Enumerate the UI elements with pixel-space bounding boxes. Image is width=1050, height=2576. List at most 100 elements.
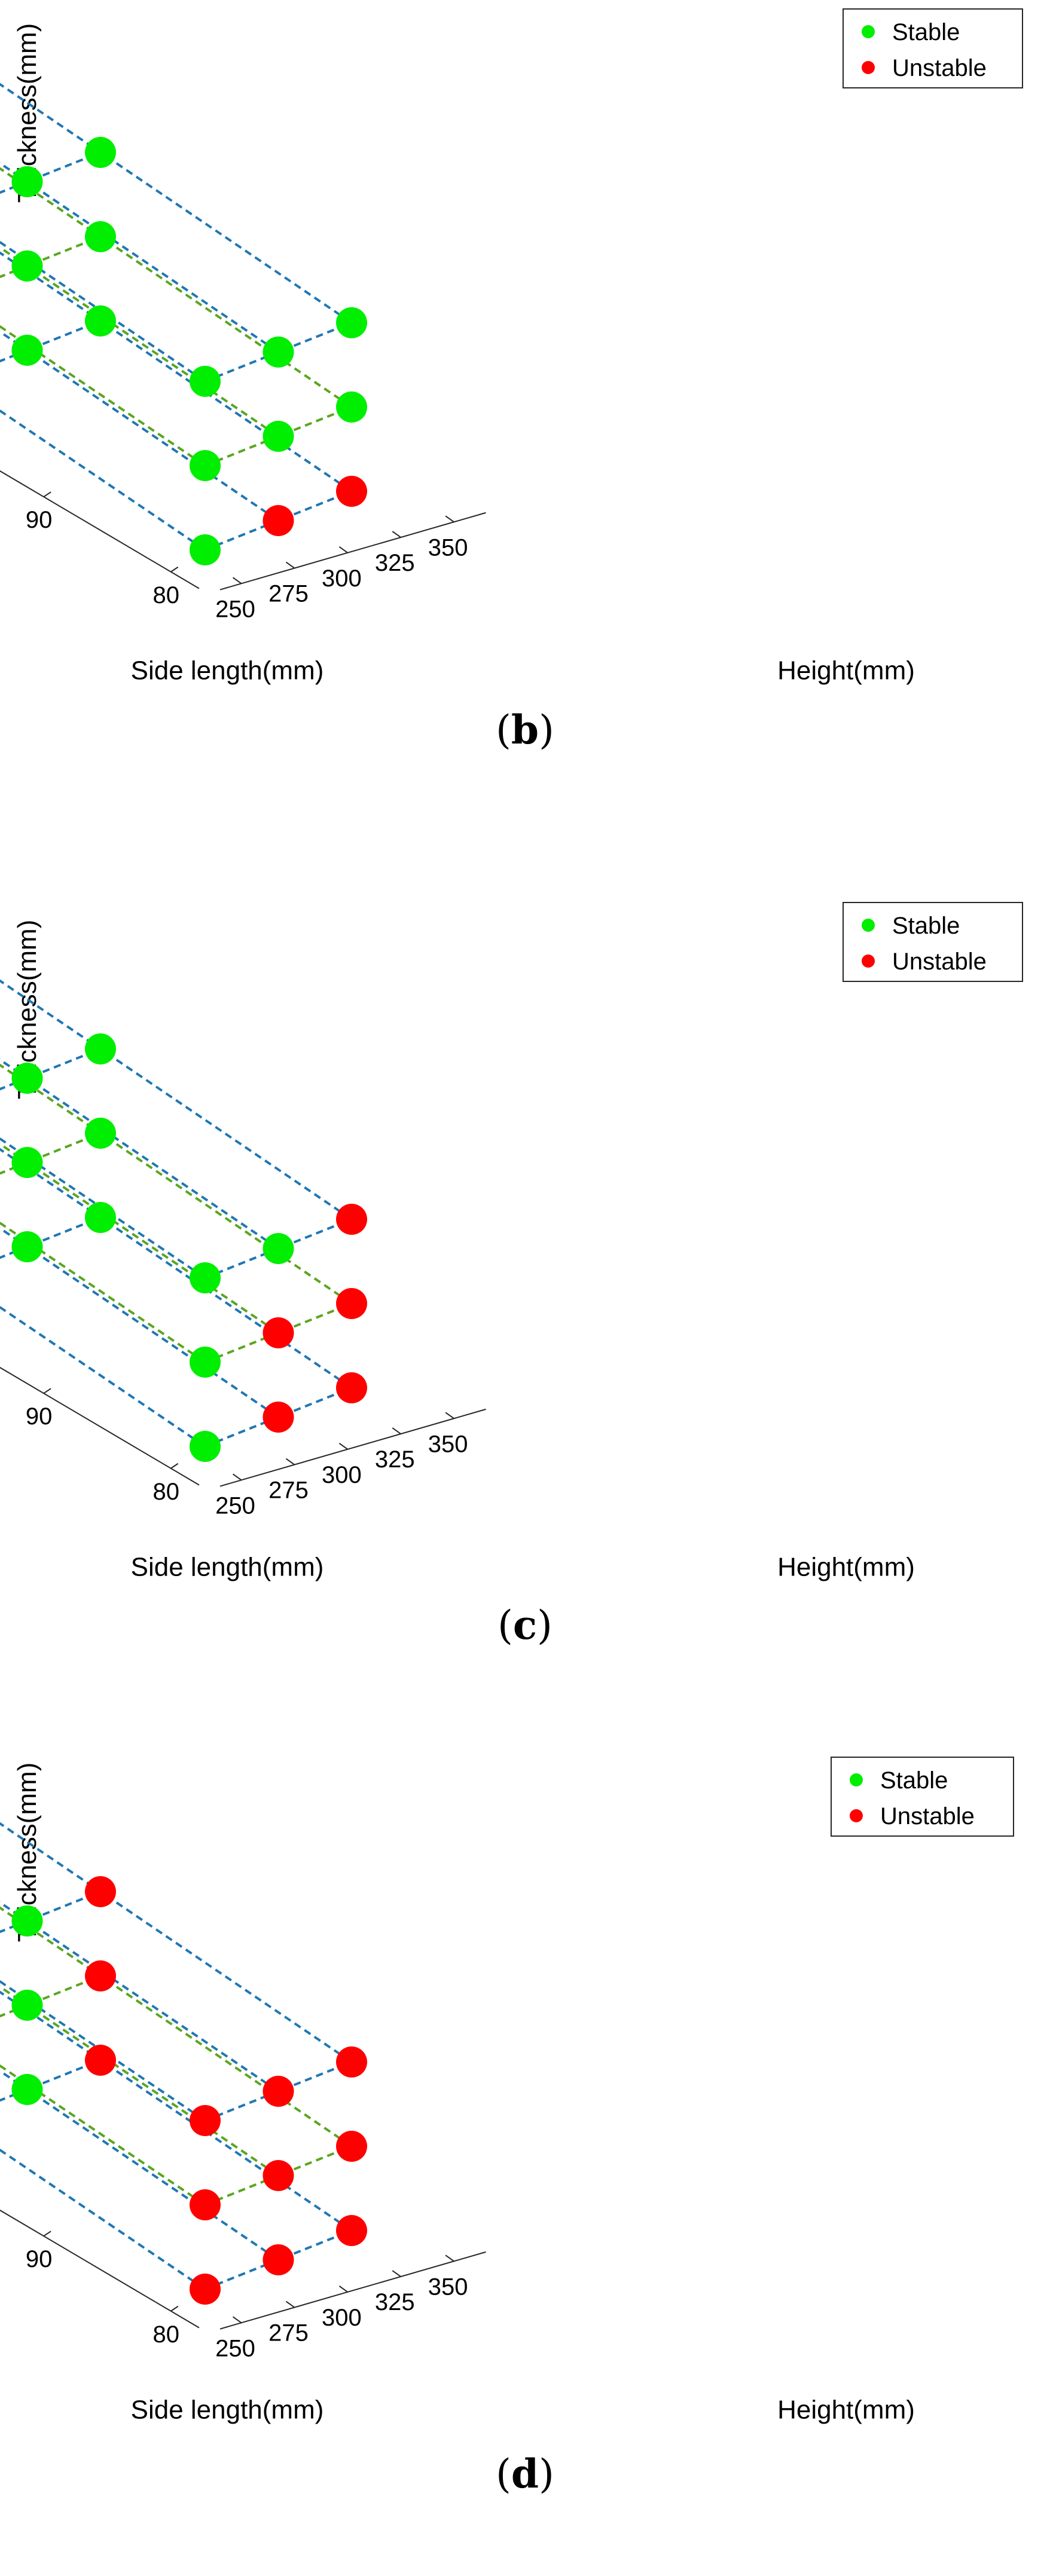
legend-marker-stable — [862, 25, 875, 38]
data-point-unstable — [262, 2244, 294, 2275]
caption-c: (c) — [0, 1602, 1050, 1648]
data-point-stable — [262, 1233, 294, 1264]
data-point-unstable — [262, 1317, 294, 1348]
y-tick-label: 275 — [268, 2320, 309, 2346]
legend-box — [843, 8, 1023, 88]
caption-c-letter: c — [512, 1602, 538, 1648]
y-tick — [338, 1443, 348, 1450]
grid-line-side-direction — [0, 325, 206, 467]
data-point-stable — [85, 137, 116, 168]
data-point-unstable — [336, 2046, 367, 2078]
legend-label-unstable: Unstable — [892, 55, 987, 81]
data-point-stable — [262, 336, 294, 368]
data-point-unstable — [336, 2215, 367, 2246]
y-tick — [445, 2254, 454, 2262]
data-point-unstable — [262, 1402, 294, 1433]
chart-b: 1.51.7522.252.5Thickness(mm)120110100908… — [0, 8, 1023, 686]
data-point-stable — [190, 366, 221, 397]
data-point-unstable — [85, 2045, 116, 2076]
grid-line-side-direction — [0, 240, 206, 383]
y-tick-label: 350 — [428, 2274, 468, 2300]
x-tick — [170, 566, 179, 573]
data-point-unstable — [262, 2160, 294, 2191]
caption-b-open: ( — [496, 707, 511, 753]
x-tick — [43, 1388, 51, 1394]
x-axis-line — [0, 1366, 200, 1486]
y-tick — [392, 2270, 401, 2277]
y-tick — [392, 1427, 401, 1434]
grid-line-side-direction — [0, 1906, 353, 2147]
data-point-stable — [11, 335, 43, 366]
y-tick — [445, 1412, 454, 1419]
data-point-unstable — [190, 2105, 221, 2136]
panel-b: 1.51.7522.252.5Thickness(mm)120110100908… — [0, 0, 1050, 837]
x-tick — [170, 1463, 179, 1469]
caption-c-close: ) — [537, 1602, 553, 1648]
y-tick — [445, 515, 454, 523]
grid-line-side-direction — [0, 1980, 206, 2122]
caption-d: (d) — [0, 2450, 1050, 2497]
y-tick — [285, 561, 295, 569]
caption-b-close: ) — [539, 707, 554, 753]
data-point-unstable — [85, 1876, 116, 1907]
y-tick-label: 325 — [375, 1446, 415, 1473]
chart-c: 1.51.7522.252.5Thickness(mm)120110100908… — [0, 902, 1023, 1582]
caption-b-letter: b — [511, 706, 539, 753]
grid-line-side-direction — [0, 82, 353, 324]
x-tick — [170, 2305, 179, 2312]
data-point-stable — [190, 534, 221, 565]
data-point-unstable — [190, 2274, 221, 2305]
grid-line-side-direction — [0, 2064, 206, 2206]
grid-line-side-direction — [0, 167, 353, 408]
y-tick — [338, 546, 348, 553]
y-tick — [232, 2316, 242, 2324]
x-tick — [43, 491, 51, 498]
y-tick-label: 250 — [215, 2335, 255, 2361]
y-tick-label: 300 — [322, 1462, 362, 1488]
data-point-stable — [190, 1431, 221, 1462]
data-point-stable — [190, 1347, 221, 1378]
data-point-unstable — [190, 2189, 221, 2220]
data-point-stable — [85, 1118, 116, 1149]
x-tick — [43, 2231, 51, 2237]
data-point-stable — [11, 1231, 43, 1262]
y-tick-label: 300 — [322, 565, 362, 592]
grid-line-side-direction — [0, 1221, 206, 1363]
y-tick-label: 250 — [215, 596, 255, 622]
caption-c-open: ( — [497, 1602, 513, 1648]
legend-marker-stable — [850, 1773, 863, 1786]
legend-label-unstable: Unstable — [892, 949, 987, 975]
y-axis-label: Height(mm) — [777, 2396, 915, 2425]
grid-line-side-direction — [0, 1063, 353, 1305]
x-axis-line — [0, 2209, 200, 2329]
data-point-stable — [11, 1905, 43, 1936]
panel-d: 1.51.7522.252.5Thickness(mm)120110100908… — [0, 1739, 1050, 2576]
y-tick-label: 350 — [428, 534, 468, 561]
legend-marker-unstable — [850, 1809, 863, 1822]
x-tick-label: 90 — [26, 507, 53, 533]
y-tick — [392, 531, 401, 538]
data-point-unstable — [336, 1204, 367, 1235]
y-tick — [285, 1458, 295, 1466]
data-point-stable — [11, 1147, 43, 1178]
y-tick-label: 325 — [375, 2289, 415, 2315]
legend-marker-unstable — [862, 61, 875, 74]
data-point-stable — [11, 1990, 43, 2021]
grid-line-side-direction — [0, 409, 206, 551]
y-axis-label: Height(mm) — [777, 656, 915, 686]
data-point-unstable — [336, 1288, 367, 1319]
x-tick-label: 80 — [153, 2321, 180, 2348]
data-point-unstable — [262, 2076, 294, 2107]
x-tick-label: 80 — [153, 582, 180, 608]
grid-line-side-direction — [0, 1990, 353, 2232]
data-point-unstable — [262, 505, 294, 536]
x-axis-line — [0, 470, 200, 589]
legend-box — [843, 902, 1023, 982]
legend-marker-stable — [862, 919, 875, 932]
grid-line-side-direction — [0, 251, 353, 492]
data-point-stable — [336, 307, 367, 338]
data-point-stable — [336, 391, 367, 423]
data-point-unstable — [336, 476, 367, 507]
x-axis-label: Side length(mm) — [131, 2396, 324, 2425]
grid-line-side-direction — [0, 1148, 353, 1389]
